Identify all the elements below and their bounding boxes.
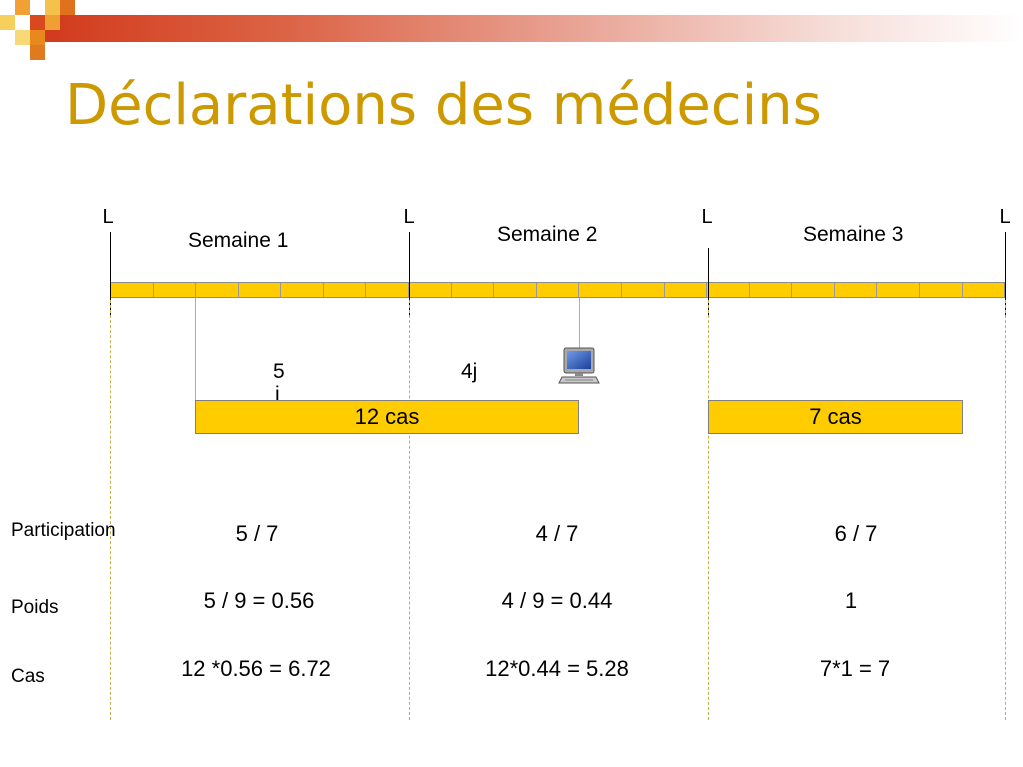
timeline-day-cell — [835, 283, 878, 297]
column-separator-dashed — [1005, 300, 1006, 720]
computer-icon — [558, 346, 600, 386]
participation-week-3: 6 / 7 — [834, 521, 878, 546]
case-box-week-3: 7 cas — [708, 400, 963, 434]
row-label-poids: Poids — [11, 597, 59, 618]
week-label-3: Semaine 3 — [803, 223, 904, 246]
week-label-1: Semaine 1 — [188, 229, 289, 252]
period-days-unit: j — [275, 383, 280, 406]
timeline-day-cell — [494, 283, 537, 297]
timeline-day-cell — [920, 283, 963, 297]
week-boundary-line — [708, 248, 709, 316]
timeline-day-cell — [750, 283, 793, 297]
period-end-line — [579, 298, 580, 348]
column-separator-dashed — [409, 300, 410, 720]
header-gradient-bar — [44, 15, 1023, 42]
timeline-day-cell — [665, 283, 708, 297]
week-boundary-line — [110, 232, 111, 316]
column-separator-dashed — [110, 300, 111, 720]
decorative-squares-logo — [0, 0, 75, 60]
week-boundary-line — [1005, 232, 1006, 316]
timeline-day-cell — [452, 283, 495, 297]
poids-week-3: 1 — [844, 588, 858, 613]
cas-week-3: 7*1 = 7 — [819, 656, 891, 681]
row-label-cas: Cas — [11, 666, 45, 687]
timeline-day-cell — [196, 283, 239, 297]
poids-week-2: 4 / 9 = 0.44 — [501, 588, 613, 613]
cas-week-2: 12*0.44 = 5.28 — [485, 656, 629, 681]
timeline-day-cell — [409, 283, 452, 297]
timeline-day-cell — [622, 283, 665, 297]
period-days-label-2: 4j — [461, 360, 478, 383]
marker-label: L — [701, 206, 713, 228]
timeline-day-cell — [324, 283, 367, 297]
period-days-label: 5 — [273, 360, 285, 383]
column-separator-dashed — [708, 300, 709, 720]
timeline-day-cell — [111, 283, 154, 297]
marker-label: L — [403, 206, 415, 228]
row-label-participation: Participation — [11, 520, 116, 541]
timeline-day-cell — [877, 283, 920, 297]
timeline-day-bar — [110, 282, 1005, 298]
poids-week-1: 5 / 9 = 0.56 — [203, 588, 315, 613]
marker-label: L — [999, 206, 1011, 228]
timeline-day-cell — [707, 283, 750, 297]
timeline-day-cell — [281, 283, 324, 297]
timeline-day-cell — [963, 283, 1005, 297]
week-boundary-line — [409, 232, 410, 316]
week-label-2: Semaine 2 — [497, 223, 598, 246]
period-start-line — [195, 298, 196, 400]
timeline-day-cell — [239, 283, 282, 297]
timeline-day-cell — [579, 283, 622, 297]
slide-title: Déclarations des médecins — [65, 73, 822, 138]
marker-label: L — [102, 206, 114, 228]
timeline-day-cell — [366, 283, 410, 297]
case-box-weeks-1-2: 12 cas — [195, 400, 579, 434]
participation-week-2: 4 / 7 — [535, 521, 579, 546]
cas-week-1: 12 *0.56 = 6.72 — [181, 656, 331, 681]
timeline-day-cell — [154, 283, 197, 297]
timeline-day-cell — [537, 283, 580, 297]
timeline-day-cell — [792, 283, 835, 297]
participation-week-1: 5 / 7 — [235, 521, 279, 546]
